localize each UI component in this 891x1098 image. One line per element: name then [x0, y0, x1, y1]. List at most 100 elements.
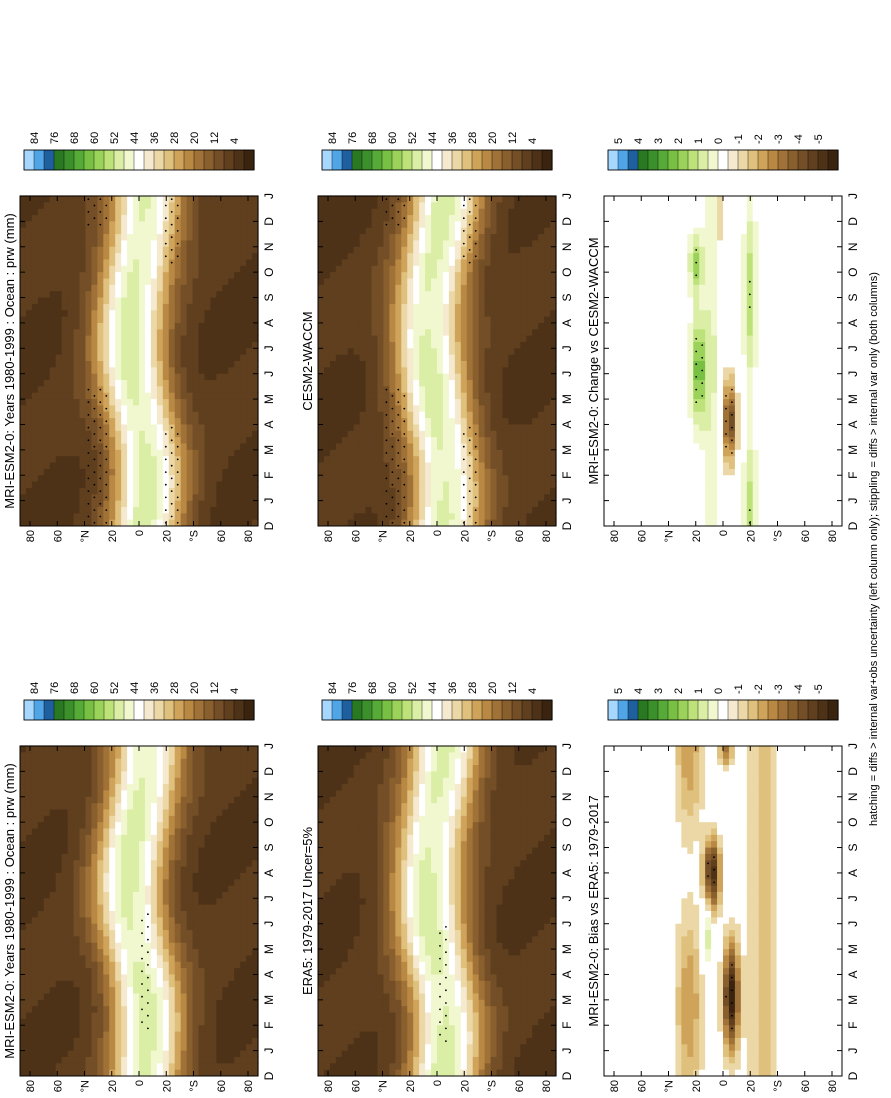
field-cell	[61, 214, 69, 222]
field-cell	[91, 1011, 98, 1019]
field-cell	[174, 474, 182, 482]
field-cell	[133, 878, 140, 886]
field-cell	[240, 354, 247, 361]
field-cell	[31, 214, 39, 222]
field-cell	[246, 865, 253, 873]
field-cell	[544, 1069, 551, 1076]
field-cell	[192, 1062, 200, 1070]
field-cell	[252, 500, 259, 507]
field-cell	[246, 859, 253, 867]
field-cell	[91, 423, 98, 431]
field-cell	[25, 227, 33, 235]
field-cell	[246, 1037, 253, 1045]
field-cell	[186, 1005, 194, 1013]
field-cell	[133, 853, 140, 861]
field-cell	[174, 967, 182, 975]
field-cell	[228, 992, 235, 1000]
field-cell	[323, 1069, 331, 1076]
field-cell	[37, 347, 45, 355]
field-cell	[168, 493, 176, 501]
field-cell	[192, 220, 200, 228]
field-cell	[67, 322, 75, 330]
field-cell	[228, 474, 235, 482]
field-cell	[234, 258, 241, 266]
field-cell	[216, 878, 223, 886]
field-cell	[246, 986, 253, 994]
field-cell	[532, 1069, 539, 1076]
field-cell	[85, 986, 92, 994]
field-cell	[55, 284, 63, 292]
field-cell	[192, 227, 200, 235]
field-cell	[127, 385, 134, 393]
field-cell	[204, 328, 211, 336]
field-cell	[252, 328, 259, 336]
stipple-dot	[99, 477, 102, 480]
field-cell	[228, 865, 235, 873]
field-cell	[85, 1050, 92, 1057]
field-cell	[37, 239, 45, 247]
field-cell	[31, 942, 39, 950]
field-cell	[49, 404, 57, 412]
field-cell	[109, 1050, 116, 1057]
field-cell	[246, 309, 253, 317]
field-cell	[43, 821, 51, 829]
field-cell	[79, 827, 87, 835]
field-cell	[133, 777, 140, 785]
field-cell	[431, 1037, 438, 1045]
field-cell	[67, 827, 75, 835]
field-cell	[204, 284, 211, 292]
field-cell	[180, 1011, 188, 1019]
field-cell	[127, 751, 134, 759]
field-cell	[150, 322, 158, 330]
field-cell	[228, 284, 235, 292]
field-cell	[61, 1024, 69, 1032]
field-cell	[341, 1018, 349, 1026]
field-cell	[508, 1030, 515, 1038]
field-cell	[49, 296, 57, 304]
field-cell	[234, 872, 241, 880]
field-cell	[79, 296, 87, 304]
field-cell	[31, 904, 39, 911]
field-cell	[216, 506, 223, 514]
field-cell	[162, 897, 170, 905]
field-cell	[115, 208, 122, 216]
field-cell	[222, 967, 229, 975]
field-cell	[144, 461, 152, 469]
stipple-dot	[93, 521, 96, 524]
field-cell	[359, 1069, 367, 1076]
field-cell	[79, 258, 87, 266]
field-cell	[234, 239, 241, 247]
field-cell	[192, 929, 200, 937]
x-tick-label: M	[262, 445, 276, 455]
field-cell	[150, 480, 158, 488]
field-cell	[79, 303, 87, 311]
field-cell	[37, 265, 45, 273]
field-cell	[210, 461, 217, 469]
field-cell	[25, 455, 33, 463]
field-cell	[61, 265, 69, 273]
field-cell	[431, 1030, 438, 1038]
field-cell	[103, 1037, 110, 1045]
field-cell	[150, 846, 158, 854]
field-cell	[20, 935, 27, 943]
field-cell	[109, 961, 116, 969]
field-cell	[121, 442, 128, 450]
field-cell	[204, 954, 211, 962]
field-cell	[550, 1037, 557, 1045]
field-cell	[79, 354, 87, 361]
field-cell	[377, 1005, 385, 1013]
field-cell	[192, 347, 200, 355]
field-cell	[222, 916, 229, 924]
field-cell	[91, 449, 98, 457]
field-cell	[127, 436, 134, 444]
field-cell	[43, 208, 51, 216]
y-tick-label: 80	[243, 1080, 255, 1092]
field-cell	[162, 373, 170, 381]
field-cell	[180, 783, 188, 791]
field-cell	[240, 385, 247, 393]
field-cell	[49, 954, 57, 962]
field-cell	[25, 764, 33, 772]
field-cell	[174, 821, 182, 829]
field-cell	[234, 796, 241, 804]
